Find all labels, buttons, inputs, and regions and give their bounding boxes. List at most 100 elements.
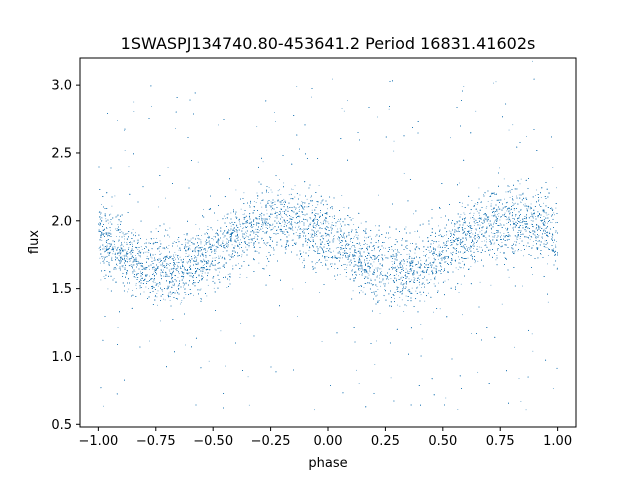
data-point: [283, 182, 285, 184]
data-point: [185, 242, 187, 244]
data-point: [185, 253, 187, 254]
data-point: [201, 299, 202, 300]
data-point: [555, 222, 556, 224]
data-point: [335, 225, 337, 227]
data-point: [313, 247, 315, 248]
data-point: [158, 262, 160, 263]
data-point: [231, 257, 232, 258]
data-point: [345, 263, 346, 265]
data-point: [530, 203, 532, 205]
data-point: [145, 274, 147, 276]
data-point: [128, 265, 130, 267]
data-point: [537, 215, 539, 216]
data-point: [152, 281, 154, 282]
data-point: [495, 259, 497, 261]
data-point: [484, 218, 486, 220]
data-point: [138, 263, 139, 264]
data-point: [173, 255, 175, 257]
data-point: [444, 259, 445, 260]
data-point: [117, 327, 119, 328]
data-point: [520, 201, 521, 203]
data-point: [366, 257, 367, 259]
data-point: [330, 264, 332, 265]
data-point: [141, 248, 143, 250]
data-point: [473, 212, 475, 214]
data-point: [168, 292, 170, 294]
data-point: [537, 216, 539, 218]
data-point: [99, 211, 101, 213]
data-point: [159, 240, 161, 242]
data-point: [337, 220, 338, 222]
data-point: [338, 257, 340, 258]
data-point: [99, 216, 101, 218]
data-point: [485, 232, 487, 233]
data-point: [356, 231, 357, 232]
data-point: [299, 216, 301, 218]
data-point: [192, 277, 194, 279]
data-point: [303, 251, 304, 253]
data-point: [480, 246, 482, 248]
data-point: [400, 269, 402, 270]
data-point: [487, 201, 489, 202]
data-point: [514, 253, 515, 255]
data-point: [469, 249, 471, 250]
data-point: [350, 240, 351, 242]
data-point: [478, 238, 480, 240]
data-point: [366, 260, 368, 262]
data-point: [232, 265, 234, 267]
data-point: [187, 239, 189, 241]
data-point: [552, 388, 554, 389]
data-point: [459, 266, 461, 268]
data-point: [486, 206, 488, 207]
data-point: [208, 360, 210, 362]
data-point: [341, 195, 343, 196]
data-point: [135, 232, 136, 234]
data-point: [120, 252, 122, 254]
data-point: [189, 245, 191, 247]
data-point: [160, 269, 162, 271]
data-point: [298, 225, 300, 227]
data-point: [344, 236, 345, 238]
data-point: [500, 232, 501, 234]
data-point: [476, 210, 478, 212]
data-point: [461, 206, 463, 207]
data-point: [236, 224, 237, 226]
data-point: [376, 286, 378, 287]
data-point: [392, 263, 394, 265]
data-point: [241, 228, 243, 229]
data-point: [407, 290, 409, 292]
data-point: [426, 270, 427, 271]
data-point: [477, 260, 479, 262]
data-point: [236, 217, 238, 219]
data-point: [435, 273, 436, 274]
data-point: [187, 262, 188, 264]
data-point: [271, 246, 272, 248]
data-point: [326, 235, 327, 236]
data-point: [201, 266, 203, 268]
data-point: [127, 232, 129, 234]
data-point: [116, 265, 118, 266]
data-point: [431, 269, 433, 271]
data-point: [290, 227, 292, 229]
data-point: [267, 242, 269, 243]
data-point: [409, 249, 410, 251]
data-point: [109, 232, 111, 234]
data-point: [144, 280, 145, 281]
data-point: [226, 213, 228, 215]
data-point: [355, 231, 357, 233]
data-point: [260, 215, 262, 216]
data-point: [245, 221, 246, 222]
data-point: [109, 265, 110, 266]
data-point: [462, 202, 463, 204]
data-point: [368, 274, 370, 276]
data-point: [255, 250, 257, 252]
data-point: [163, 298, 164, 300]
data-point: [310, 196, 312, 198]
data-point: [145, 278, 146, 280]
data-point: [505, 202, 507, 204]
data-point: [341, 108, 343, 109]
data-point: [206, 261, 208, 263]
data-point: [114, 252, 116, 254]
data-point: [157, 285, 159, 287]
data-point: [134, 270, 136, 272]
